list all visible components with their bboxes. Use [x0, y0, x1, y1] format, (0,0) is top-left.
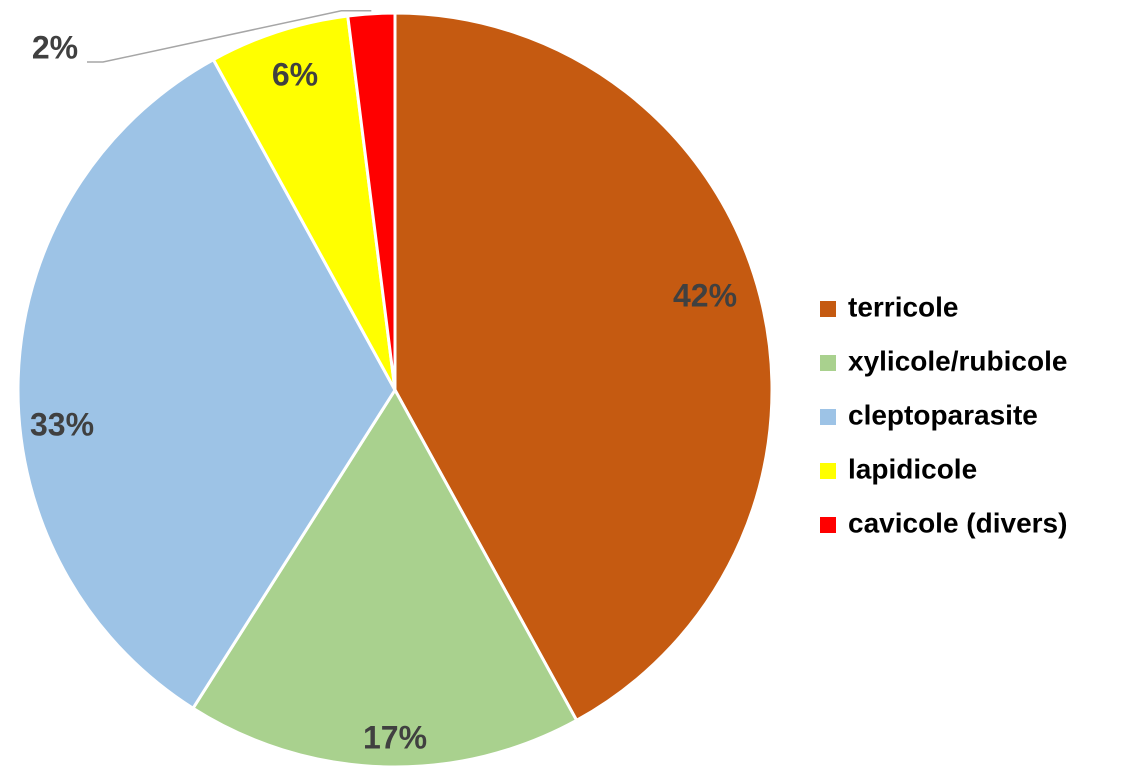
data-label: 6%: [272, 56, 318, 92]
data-label: 42%: [673, 277, 737, 313]
legend-swatch: [820, 517, 836, 533]
legend-swatch: [820, 355, 836, 371]
leader-line: [87, 9, 372, 63]
legend-swatch: [820, 463, 836, 479]
legend-label: lapidicole: [848, 453, 977, 484]
data-label: 33%: [30, 406, 94, 442]
legend-label: xylicole/rubicole: [848, 345, 1067, 376]
legend-swatch: [820, 409, 836, 425]
data-label: 2%: [32, 29, 78, 65]
pie-slice: [16, 57, 397, 711]
pie-slice: [211, 14, 397, 391]
pie-slice: [190, 387, 579, 769]
legend-label: cleptoparasite: [848, 399, 1038, 430]
data-label: 17%: [363, 719, 427, 755]
legend-label: terricole: [848, 291, 959, 322]
legend-label: cavicole (divers): [848, 507, 1067, 538]
pie-slice: [346, 11, 397, 391]
pie-slice: [393, 11, 774, 723]
legend-swatch: [820, 301, 836, 317]
